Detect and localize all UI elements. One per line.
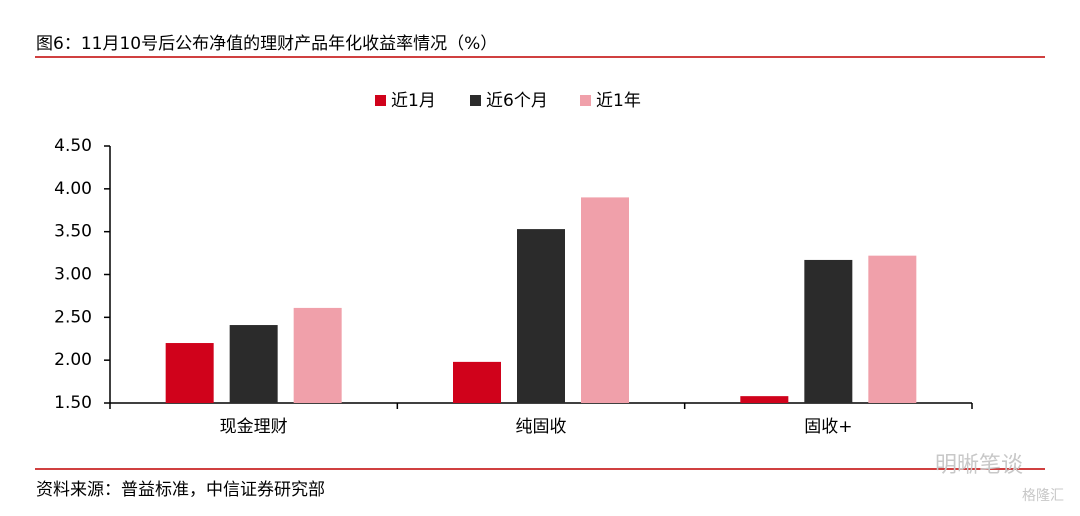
x-tick-label: 现金理财 xyxy=(220,417,288,437)
y-tick-label: 2.00 xyxy=(54,350,92,370)
bar xyxy=(293,307,342,403)
y-tick-label: 2.50 xyxy=(54,307,92,327)
source: 资料来源：普益标准，中信证券研究部 xyxy=(36,480,325,500)
bar xyxy=(453,361,501,403)
legend-swatch xyxy=(470,95,481,106)
watermark: 明晰笔谈 xyxy=(935,453,1023,478)
chart-title: 图6：11月10号后公布净值的理财产品年化收益率情况（%） xyxy=(36,34,497,54)
y-tick-label: 3.50 xyxy=(54,222,92,242)
legend-label: 近1月 xyxy=(391,91,436,111)
bar xyxy=(581,197,629,403)
bar xyxy=(740,396,789,403)
bar xyxy=(804,259,853,403)
y-tick-label: 3.00 xyxy=(54,265,92,285)
y-tick-label: 4.50 xyxy=(54,136,92,156)
x-tick-label: 纯固收 xyxy=(516,417,567,437)
bar xyxy=(517,229,565,403)
bar xyxy=(165,343,214,403)
watermark: 格隆汇 xyxy=(1022,488,1064,504)
y-tick-label: 1.50 xyxy=(54,393,92,413)
legend-label: 近1年 xyxy=(596,91,641,111)
bar xyxy=(229,325,278,403)
bar xyxy=(868,255,917,403)
legend-label: 近6个月 xyxy=(486,91,548,111)
y-tick-label: 4.00 xyxy=(54,179,92,199)
x-tick-label: 固收+ xyxy=(804,417,852,437)
legend-swatch xyxy=(580,95,591,106)
legend-swatch xyxy=(375,95,386,106)
